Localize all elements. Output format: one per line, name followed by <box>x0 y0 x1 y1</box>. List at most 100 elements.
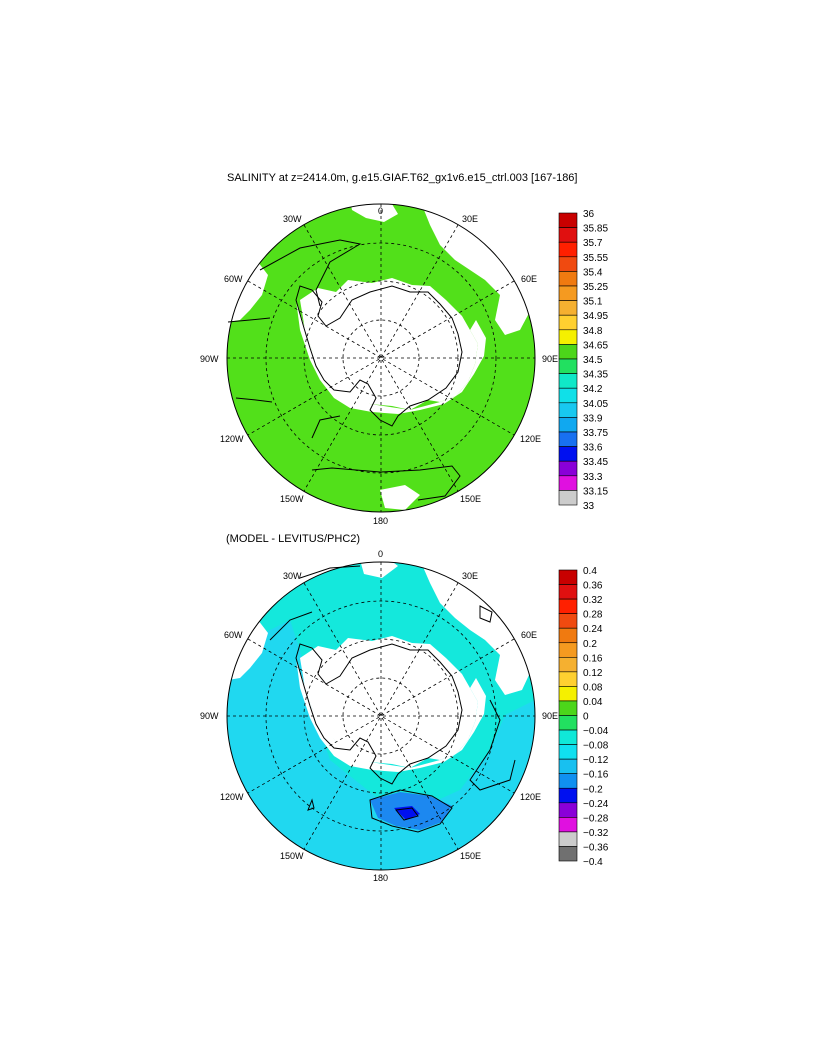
colorbar-swatch <box>558 686 578 702</box>
colorbar-label: −0.08 <box>583 741 609 752</box>
colorbar-swatch <box>558 387 578 404</box>
colorbar-label: −0.4 <box>583 857 603 868</box>
colorbar-swatch <box>558 314 578 331</box>
colorbar-label: −0.16 <box>583 770 609 781</box>
colorbar-swatch <box>558 475 578 491</box>
colorbar-label: 33.6 <box>583 443 603 454</box>
colorbar-swatch <box>558 460 578 477</box>
colorbar-label: 35.1 <box>583 297 603 308</box>
colorbar-label: −0.24 <box>583 799 609 810</box>
colorbar-swatch <box>558 300 578 316</box>
colorbar-label: 0.36 <box>583 581 603 592</box>
colorbar-swatch <box>558 285 578 301</box>
lon-label: 120E <box>520 434 541 444</box>
colorbar-label: 0.28 <box>583 610 603 621</box>
lon-label: 150W <box>280 494 304 504</box>
colorbar-swatch <box>558 773 578 789</box>
colorbar-swatch <box>558 431 578 447</box>
lon-label: 90W <box>200 711 219 721</box>
lon-label: 180 <box>373 873 388 883</box>
panel-title-salinity: SALINITY at z=2414.0m, g.e15.GIAF.T62_gx… <box>227 172 578 184</box>
colorbar-label: 0.04 <box>583 697 603 708</box>
lon-label: 180 <box>373 516 388 526</box>
antarctica-coastline <box>295 285 463 427</box>
colorbar-label: 34.65 <box>583 340 608 351</box>
lon-label: 0 <box>378 549 383 559</box>
colorbar-label: 33.3 <box>583 472 603 483</box>
colorbar-label: 35.25 <box>583 282 608 293</box>
colorbar-swatch <box>558 729 578 745</box>
colorbar-label: 35.7 <box>583 238 603 249</box>
colorbar-swatch <box>558 358 578 374</box>
colorbar-label: 0.32 <box>583 595 603 606</box>
colorbar-swatch <box>558 758 578 775</box>
colorbar-label: 35.55 <box>583 253 608 264</box>
colorbar-swatch <box>558 627 578 644</box>
salinity-contours <box>227 239 461 501</box>
colorbar-swatch <box>558 329 578 345</box>
colorbar-swatch <box>558 817 578 833</box>
panel-title-difference: (MODEL - LEVITUS/PHC2) <box>226 533 361 545</box>
salinity-map: 0 30E 60E 90E 120E 150E 180 150W 120W 90… <box>200 203 558 526</box>
graticule <box>227 204 535 512</box>
colorbar-label: −0.04 <box>583 726 609 737</box>
colorbar-swatch <box>558 700 578 716</box>
colorbar-label: 34.2 <box>583 384 603 395</box>
colorbar-label: 34.35 <box>583 370 608 381</box>
lon-label: 150E <box>460 494 481 504</box>
colorbar-swatch <box>558 417 578 433</box>
colorbar-label: 0.16 <box>583 653 603 664</box>
colorbar-swatch <box>558 846 578 862</box>
colorbar-swatch <box>558 613 578 629</box>
colorbar-swatch <box>558 744 578 760</box>
colorbar-swatch <box>558 344 578 360</box>
difference-map: 0 30E 60E 90E 120E 150E 180 150W 120W 90… <box>200 549 558 883</box>
lon-label: 30E <box>462 214 478 224</box>
lon-label: 90E <box>542 711 558 721</box>
difference-contours <box>269 565 516 833</box>
colorbar-swatch <box>558 787 578 804</box>
colorbar-label: 0.2 <box>583 639 597 650</box>
colorbar-swatch <box>558 373 578 389</box>
colorbar-label: 0.12 <box>583 668 603 679</box>
lon-label: 60W <box>224 630 243 640</box>
colorbar-swatch <box>558 598 578 614</box>
colorbar-label: 36 <box>583 209 595 220</box>
colorbar-label: 34.5 <box>583 355 603 366</box>
colorbar-label: −0.36 <box>583 842 609 853</box>
colorbar-swatch <box>558 446 578 462</box>
lon-label: 30W <box>283 214 302 224</box>
lon-label: 60W <box>224 274 243 284</box>
lon-label: 120W <box>220 434 244 444</box>
colorbar-swatch <box>558 241 578 258</box>
colorbar-label: 33.45 <box>583 457 608 468</box>
colorbar-label: 34.8 <box>583 326 603 337</box>
colorbar-label: 33 <box>583 501 595 512</box>
lon-label: 90W <box>200 354 219 364</box>
lon-label: 30E <box>462 571 478 581</box>
colorbar-swatch <box>558 584 578 600</box>
lon-label: 30W <box>283 571 302 581</box>
colorbar-swatch <box>558 671 578 687</box>
lon-label: 90E <box>542 354 558 364</box>
colorbar-swatch <box>558 569 578 585</box>
colorbar-label: 0.08 <box>583 682 603 693</box>
colorbar-swatch <box>558 490 578 506</box>
colorbar-label: 0.4 <box>583 566 597 577</box>
colorbar-label: −0.12 <box>583 755 609 766</box>
colorbar-label: 34.05 <box>583 399 608 410</box>
colorbar-label: 35.85 <box>583 224 608 235</box>
colorbar-swatch <box>558 212 578 228</box>
colorbar-label: 33.9 <box>583 413 603 424</box>
lon-label: 60E <box>521 630 537 640</box>
lon-label: 60E <box>521 274 537 284</box>
lon-label: 0 <box>378 206 383 216</box>
lon-label: 120W <box>220 792 244 802</box>
colorbar-salinity: 36 35.85 35.7 35.55 35.4 35.25 35.1 34.95 34.8 34… <box>558 209 608 512</box>
colorbar-label: 0 <box>583 712 589 723</box>
colorbar-label: 33.15 <box>583 486 608 497</box>
lon-label: 120E <box>520 792 541 802</box>
colorbar-swatch <box>558 715 578 731</box>
colorbar-swatch <box>558 642 578 658</box>
